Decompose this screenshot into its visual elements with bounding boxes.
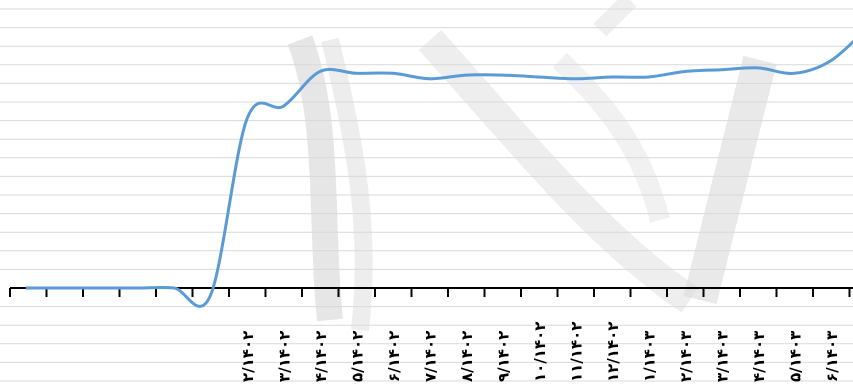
data-point: [173, 287, 176, 290]
x-tick-label: ۱۰/۱۴۰۲: [531, 322, 549, 382]
data-point: [392, 72, 395, 75]
data-point: [684, 70, 687, 73]
x-tick-label: ۸/۱۴۰۲: [458, 331, 476, 382]
data-point: [209, 294, 212, 297]
data-point: [538, 76, 541, 79]
data-point: [282, 105, 285, 108]
x-tick-label: ۱۲/۱۴۰۲: [604, 322, 622, 382]
x-tick-label: ۴/۱۴۰۲: [312, 331, 330, 382]
x-tick-label: ۶/۱۴۰۳: [823, 331, 841, 382]
data-point: [830, 59, 833, 62]
x-tick-label: ۹/۱۴۰۲: [495, 331, 513, 382]
data-point: [355, 72, 358, 75]
x-tick-label: ۷/۱۴۰۲: [422, 331, 440, 382]
x-tick-label: ۳/۱۴۰۳: [714, 331, 732, 382]
data-point: [319, 70, 322, 73]
x-tick-label: ۶/۱۴۰۲: [385, 331, 403, 382]
x-tick-labels: ۲/۱۴۰۲ ۳/۱۴۰۲ ۴/۱۴۰۲ ۵/۱۴۰۲ ۶/۱۴۰۲ ۷/۱۴۰۲ ۸/۱۴…: [239, 322, 841, 382]
series-group: [25, 39, 853, 308]
x-tick-label: ۴/۱۴۰۳: [750, 331, 768, 382]
x-tick-label: ۲/۱۴۰۳: [677, 331, 695, 382]
data-point: [465, 74, 468, 77]
data-point: [501, 74, 504, 77]
x-tick-label: ۲/۱۴۰۲: [239, 331, 257, 382]
data-point: [25, 287, 28, 290]
x-tick-label: ۵/۱۴۰۲: [349, 331, 367, 382]
watermark-graphic: [287, 0, 777, 331]
gridlines: [0, 8, 853, 382]
x-tick-label: ۳/۱۴۰۲: [276, 331, 294, 382]
data-point: [63, 287, 66, 290]
data-point: [574, 77, 577, 80]
x-tick-label: ۵/۱۴۰۳: [787, 331, 805, 382]
data-point: [428, 77, 431, 80]
x-tick-label: ۱/۱۴۰۳: [641, 331, 659, 382]
data-point: [246, 117, 249, 120]
data-point: [647, 76, 650, 79]
data-point: [757, 66, 760, 69]
data-point: [136, 287, 139, 290]
data-point: [611, 76, 614, 79]
x-tick-label: ۱۱/۱۴۰۲: [568, 322, 586, 382]
series-line-0: [26, 39, 853, 308]
data-point: [793, 72, 796, 75]
data-point: [720, 68, 723, 71]
data-point: [100, 287, 103, 290]
